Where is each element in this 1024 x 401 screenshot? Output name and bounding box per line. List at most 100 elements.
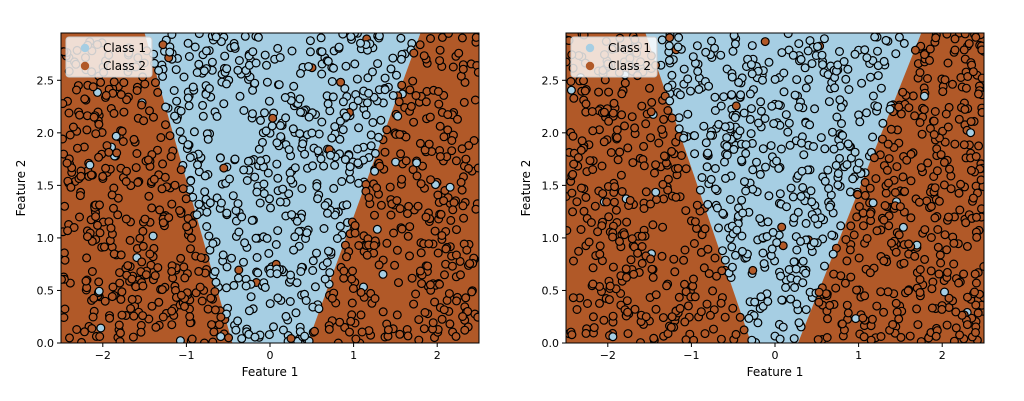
legend-label-1: Class 1 (103, 41, 146, 55)
class2-point (210, 287, 220, 297)
class1-point (667, 70, 677, 80)
legend-label-2: Class 2 (608, 59, 651, 73)
class1-point (300, 149, 310, 159)
class1-point (234, 273, 244, 283)
class2-point (943, 122, 953, 132)
class1-point (231, 325, 241, 335)
class2-point (179, 262, 189, 272)
class1-point (783, 33, 793, 39)
class1-point (175, 126, 185, 136)
class2-point (121, 166, 131, 176)
class2-point (473, 67, 479, 77)
class2-point (435, 121, 445, 131)
class2-point (903, 286, 913, 296)
class2-point (333, 338, 343, 343)
legend-label-2: Class 2 (103, 59, 146, 73)
class2-point (630, 123, 640, 133)
class2-point (960, 33, 970, 39)
class2-point (853, 190, 863, 200)
class1-point (829, 144, 839, 154)
class1-point (304, 61, 314, 71)
class2-point (938, 87, 948, 97)
class1-point (366, 141, 376, 151)
class1-point (722, 150, 732, 160)
class2-point (910, 251, 920, 261)
class1-point (342, 200, 352, 210)
class1-point (809, 238, 819, 248)
class1-point (841, 74, 851, 84)
class1-point (184, 101, 194, 111)
class2-point (619, 230, 629, 240)
class2-point (648, 272, 658, 282)
class2-point (580, 86, 590, 96)
class2-point (459, 97, 469, 107)
class2-point (457, 144, 467, 154)
class1-point (734, 77, 744, 87)
class1-point (284, 145, 294, 155)
class2-point (623, 329, 633, 339)
class1-point (368, 67, 378, 77)
class2-point (735, 312, 745, 322)
class1-point (169, 85, 179, 95)
class1-point (291, 308, 301, 318)
class2-point (62, 158, 72, 168)
class1-point (751, 157, 761, 167)
class2-point (81, 276, 91, 286)
class1-point (966, 128, 976, 138)
class2-point (943, 212, 953, 222)
class2-point (670, 267, 680, 277)
class1-point (216, 198, 226, 208)
class1-point (281, 113, 291, 123)
class2-point (405, 251, 415, 261)
class2-point (453, 114, 463, 124)
class2-point (576, 183, 586, 193)
class2-point (569, 93, 579, 103)
class2-point (971, 33, 981, 42)
class2-point (609, 197, 619, 207)
class2-point (426, 175, 436, 185)
class2-point (88, 312, 98, 322)
class1-point (319, 224, 329, 234)
class2-point (966, 117, 976, 127)
class1-point (312, 248, 322, 258)
class2-point (951, 307, 961, 317)
class2-point (658, 313, 668, 323)
class2-point (941, 109, 951, 119)
class1-point (260, 50, 270, 60)
class2-point (149, 112, 159, 122)
class1-point (273, 173, 283, 183)
class2-point (930, 213, 940, 223)
class2-point (842, 256, 852, 266)
class2-point (884, 221, 894, 231)
class2-point (428, 318, 438, 328)
class2-point (605, 281, 615, 291)
class2-point (872, 226, 882, 236)
class2-point (187, 334, 197, 343)
class2-point (116, 250, 126, 260)
class1-point (718, 208, 728, 218)
class1-point (297, 184, 307, 194)
class2-point (659, 114, 669, 124)
class2-point (350, 228, 360, 238)
class2-point (433, 248, 443, 258)
class2-point (943, 58, 953, 68)
class2-point (119, 78, 129, 88)
class2-point (717, 266, 727, 276)
class1-point (275, 197, 285, 207)
class2-point (926, 233, 936, 243)
class1-point (314, 304, 324, 314)
class1-point (790, 283, 800, 293)
class2-point (622, 217, 632, 227)
class2-point (176, 253, 186, 263)
class2-point (597, 161, 607, 171)
class1-point (939, 287, 949, 297)
class1-point (679, 133, 689, 143)
class1-point (271, 240, 281, 250)
class2-point (716, 334, 726, 343)
class2-point (651, 160, 661, 170)
class2-point (950, 45, 960, 55)
class1-point (353, 96, 363, 106)
class1-point (374, 33, 384, 41)
x-tick-label: −2 (600, 349, 616, 362)
